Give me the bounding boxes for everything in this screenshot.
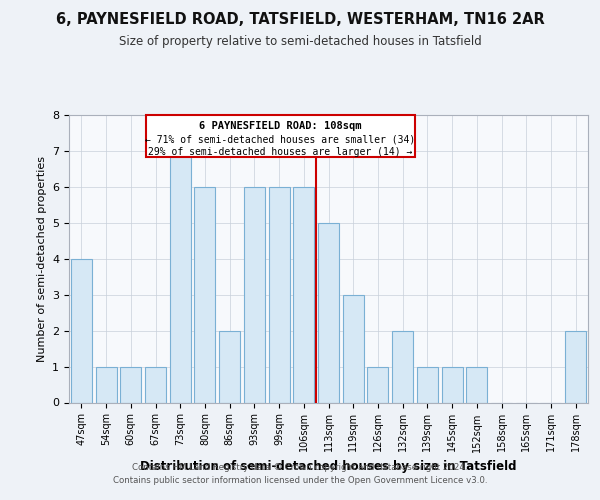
Text: 6, PAYNESFIELD ROAD, TATSFIELD, WESTERHAM, TN16 2AR: 6, PAYNESFIELD ROAD, TATSFIELD, WESTERHA… (56, 12, 544, 28)
Bar (219, 330, 240, 402)
Text: 6 PAYNESFIELD ROAD: 108sqm: 6 PAYNESFIELD ROAD: 108sqm (199, 122, 362, 132)
Bar (269, 187, 290, 402)
Bar (392, 330, 413, 402)
Bar (145, 366, 166, 402)
Text: ← 71% of semi-detached houses are smaller (34): ← 71% of semi-detached houses are smalle… (145, 135, 415, 145)
Bar (244, 187, 265, 402)
Bar (442, 366, 463, 402)
Bar (565, 330, 586, 402)
Bar (318, 223, 339, 402)
Bar (194, 187, 215, 402)
Bar (95, 366, 116, 402)
Text: 29% of semi-detached houses are larger (14) →: 29% of semi-detached houses are larger (… (148, 146, 412, 156)
Text: Contains HM Land Registry data © Crown copyright and database right 2024.: Contains HM Land Registry data © Crown c… (132, 462, 468, 471)
Bar (293, 187, 314, 402)
Bar (343, 294, 364, 403)
Bar (71, 259, 92, 402)
Bar (120, 366, 141, 402)
Text: Size of property relative to semi-detached houses in Tatsfield: Size of property relative to semi-detach… (119, 35, 481, 48)
Y-axis label: Number of semi-detached properties: Number of semi-detached properties (37, 156, 47, 362)
Bar (367, 366, 388, 402)
Text: Contains public sector information licensed under the Open Government Licence v3: Contains public sector information licen… (113, 476, 487, 485)
Bar (170, 151, 191, 403)
X-axis label: Distribution of semi-detached houses by size in Tatsfield: Distribution of semi-detached houses by … (140, 460, 517, 473)
FancyBboxPatch shape (146, 115, 415, 158)
Bar (417, 366, 438, 402)
Bar (466, 366, 487, 402)
